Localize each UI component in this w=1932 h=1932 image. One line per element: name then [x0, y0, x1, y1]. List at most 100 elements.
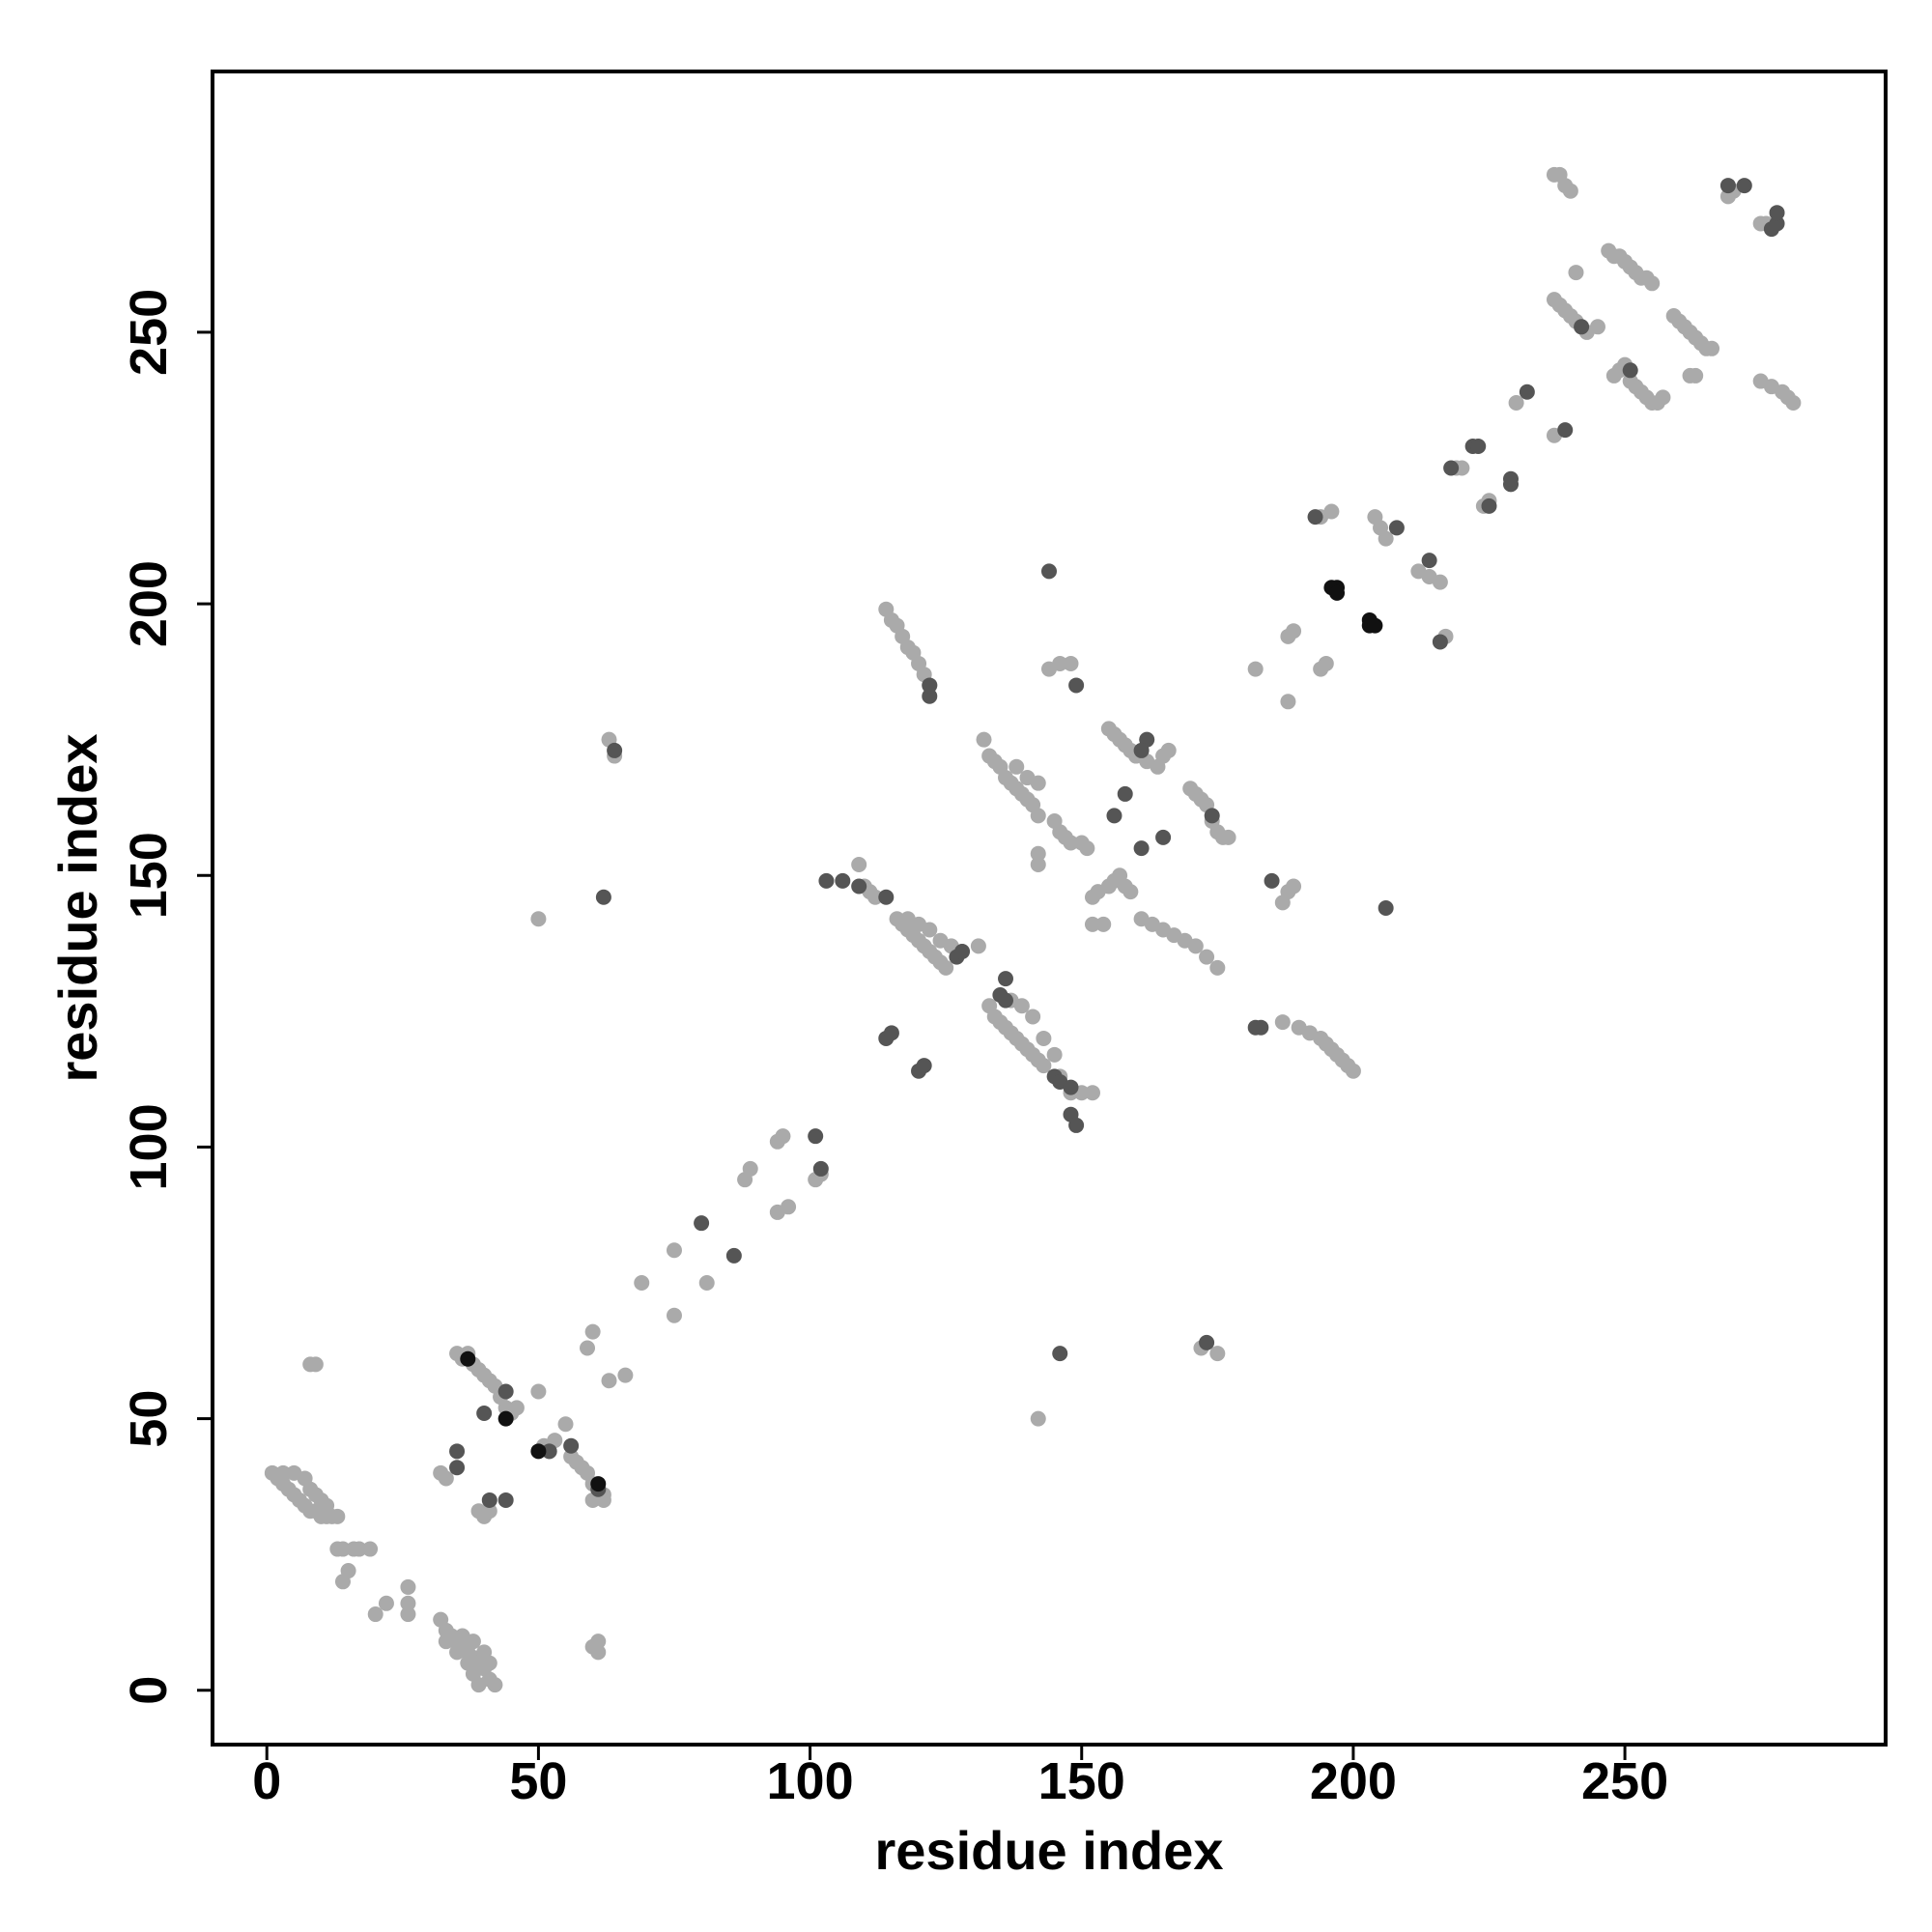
point [1329, 584, 1346, 601]
point [584, 1323, 601, 1340]
point [367, 1606, 384, 1623]
point [1052, 1346, 1068, 1362]
point [1644, 275, 1661, 292]
point [1063, 835, 1079, 851]
point [1785, 395, 1802, 412]
point [1030, 857, 1046, 873]
point [922, 922, 938, 938]
point [1079, 840, 1095, 857]
point [334, 1574, 351, 1590]
point [1280, 694, 1296, 710]
point [449, 1644, 466, 1661]
point [1286, 878, 1302, 895]
point [1122, 884, 1139, 900]
point [1253, 1019, 1269, 1036]
point [1769, 205, 1785, 221]
point [530, 1443, 547, 1460]
x-tick-label: 150 [1038, 1752, 1125, 1810]
point [449, 1460, 466, 1476]
point [497, 1410, 514, 1427]
point [590, 1644, 607, 1661]
point [1736, 178, 1752, 194]
point [1030, 845, 1046, 862]
point [508, 1400, 525, 1416]
point [351, 1541, 367, 1557]
point [1589, 319, 1605, 335]
point [476, 1405, 493, 1421]
point [1388, 520, 1405, 536]
point [835, 872, 851, 889]
point [1622, 362, 1638, 379]
point [329, 1508, 346, 1524]
x-tick-label: 0 [252, 1752, 281, 1810]
plot-area [264, 166, 1802, 1693]
point [497, 1383, 514, 1400]
point [1117, 785, 1133, 802]
point [1264, 872, 1280, 889]
point [465, 1665, 481, 1682]
point [319, 1497, 335, 1514]
point [465, 1634, 481, 1650]
point [1133, 742, 1150, 758]
point [1378, 530, 1394, 547]
point [1508, 395, 1524, 412]
point [1481, 497, 1497, 514]
point [1036, 1058, 1052, 1074]
y-tick-label: 150 [120, 832, 178, 919]
point [1557, 422, 1574, 439]
point [694, 1215, 710, 1232]
point [1204, 808, 1220, 824]
point [1209, 959, 1226, 976]
point [634, 1275, 650, 1292]
y-tick-label: 0 [120, 1676, 178, 1705]
point [530, 1383, 547, 1400]
plot-frame [211, 70, 1888, 1747]
point [1568, 265, 1584, 281]
x-axis-title: residue index [874, 1820, 1223, 1881]
point [1030, 808, 1046, 824]
point [1769, 215, 1785, 232]
point [922, 688, 938, 704]
x-tick-label: 100 [767, 1752, 854, 1810]
point [530, 911, 547, 927]
point [1378, 900, 1394, 916]
point [1041, 563, 1057, 580]
point [590, 1634, 607, 1650]
point [590, 1476, 607, 1492]
point [1274, 1014, 1291, 1031]
point [1160, 742, 1177, 758]
point [481, 1655, 497, 1671]
point [1307, 509, 1323, 526]
point [1421, 553, 1437, 569]
point [1046, 1046, 1063, 1063]
point [580, 1340, 596, 1356]
point [1199, 949, 1215, 965]
point [1454, 460, 1470, 476]
point [1719, 178, 1736, 194]
point [1247, 661, 1264, 677]
point [781, 1199, 797, 1215]
point [1345, 1063, 1361, 1079]
point [1432, 574, 1448, 590]
point [867, 889, 884, 905]
point [1519, 384, 1535, 400]
point [601, 1373, 617, 1389]
point [481, 1503, 497, 1520]
point [1095, 916, 1112, 932]
point [1025, 1009, 1041, 1025]
x-tick-label: 200 [1310, 1752, 1397, 1810]
y-tick-label: 250 [120, 289, 178, 376]
point [1432, 634, 1448, 650]
point [460, 1350, 476, 1367]
point [742, 1160, 758, 1177]
point [378, 1595, 394, 1611]
point [976, 731, 992, 748]
point [818, 872, 835, 889]
point [595, 889, 611, 905]
point [808, 1128, 824, 1145]
point [487, 1677, 503, 1693]
point [1209, 1346, 1226, 1362]
point [954, 943, 971, 959]
point [725, 1247, 742, 1264]
